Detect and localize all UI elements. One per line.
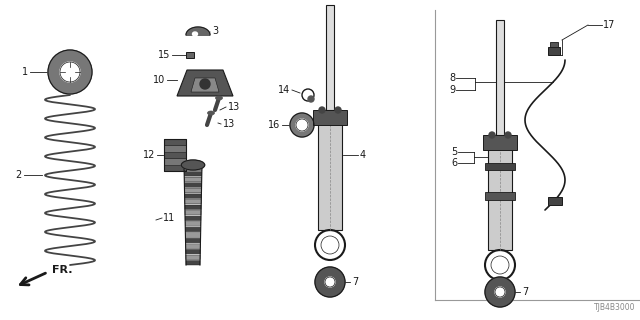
Text: TJB4B3000: TJB4B3000 [593,303,635,312]
Text: 13: 13 [223,119,236,129]
Text: 4: 4 [360,150,366,160]
FancyBboxPatch shape [186,238,200,243]
FancyBboxPatch shape [186,227,201,232]
Text: 8: 8 [449,73,455,83]
Text: 6: 6 [451,158,457,168]
Bar [164,139,186,171]
Bar [164,139,186,145]
Circle shape [315,267,345,297]
Polygon shape [177,70,233,96]
Ellipse shape [193,32,198,36]
Text: 12: 12 [143,150,155,160]
Bar [326,5,334,230]
Text: FR.: FR. [52,265,72,275]
FancyBboxPatch shape [184,183,202,187]
Bar [550,42,558,47]
Circle shape [60,62,80,82]
Bar [164,164,186,171]
Text: 14: 14 [278,85,290,95]
Bar [496,20,504,250]
Circle shape [505,132,511,138]
Bar [186,52,194,58]
Text: 1: 1 [22,67,28,77]
Bar [548,47,560,55]
Circle shape [290,113,314,137]
Text: 5: 5 [451,147,457,157]
Circle shape [200,79,210,89]
Text: 13: 13 [228,102,240,112]
Bar [488,135,512,250]
Text: 2: 2 [16,170,22,180]
Text: 16: 16 [268,120,280,130]
Circle shape [485,277,515,307]
Text: 10: 10 [153,75,165,85]
Circle shape [325,277,335,287]
Circle shape [489,132,495,138]
Bar [313,110,347,125]
FancyBboxPatch shape [184,177,202,182]
Text: 3: 3 [212,26,218,36]
Ellipse shape [216,96,223,100]
Ellipse shape [207,111,214,115]
FancyBboxPatch shape [185,194,202,198]
Polygon shape [191,78,219,92]
Bar [164,145,186,152]
Circle shape [335,107,341,113]
Polygon shape [186,27,210,35]
Circle shape [48,50,92,94]
Bar [164,152,186,158]
FancyBboxPatch shape [184,172,202,176]
FancyBboxPatch shape [185,211,201,215]
Text: 9: 9 [449,85,455,95]
FancyBboxPatch shape [186,244,200,248]
Text: 7: 7 [522,287,528,297]
FancyBboxPatch shape [186,255,200,260]
Text: 17: 17 [603,20,616,30]
Bar [164,158,186,164]
Ellipse shape [181,160,205,170]
Bar [483,135,517,150]
FancyBboxPatch shape [185,199,201,204]
FancyBboxPatch shape [185,205,201,210]
FancyBboxPatch shape [185,222,201,226]
Circle shape [308,96,314,102]
Circle shape [319,107,325,113]
Text: 15: 15 [157,50,170,60]
Circle shape [495,287,505,297]
FancyBboxPatch shape [185,216,201,220]
Bar [318,110,342,230]
FancyBboxPatch shape [184,166,202,171]
FancyBboxPatch shape [186,260,200,265]
FancyBboxPatch shape [184,188,202,193]
Circle shape [296,119,308,131]
FancyBboxPatch shape [186,250,200,254]
Text: 11: 11 [163,213,175,223]
Bar [485,163,515,170]
Bar [548,197,562,205]
FancyBboxPatch shape [186,233,200,237]
Bar [485,192,515,200]
Text: 7: 7 [352,277,358,287]
